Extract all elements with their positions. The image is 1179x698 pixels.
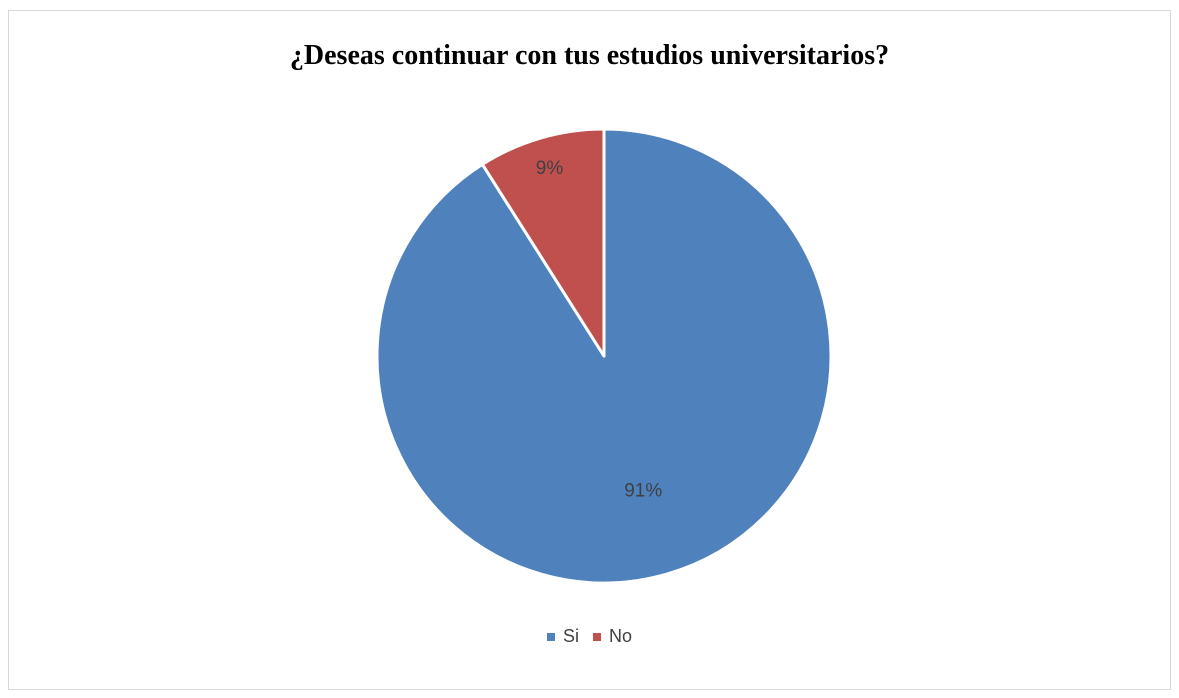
legend-swatch-si xyxy=(546,632,555,641)
data-label-no: 9% xyxy=(536,158,564,179)
pie-data-labels: 91% 9% xyxy=(536,158,663,502)
pie-slice-no xyxy=(480,127,606,358)
legend-label-no: No xyxy=(609,626,633,646)
pie-slices xyxy=(375,127,833,585)
legend-swatch-no xyxy=(593,632,601,641)
chart-title: ¿Deseas continuar con tus estudios unive… xyxy=(289,40,890,71)
legend-item-si: Si xyxy=(546,626,579,647)
chart-legend: Si No xyxy=(0,626,1179,647)
legend-item-no: No xyxy=(593,626,632,647)
legend-label-si: Si xyxy=(562,626,579,646)
data-label-si: 91% xyxy=(624,481,662,502)
